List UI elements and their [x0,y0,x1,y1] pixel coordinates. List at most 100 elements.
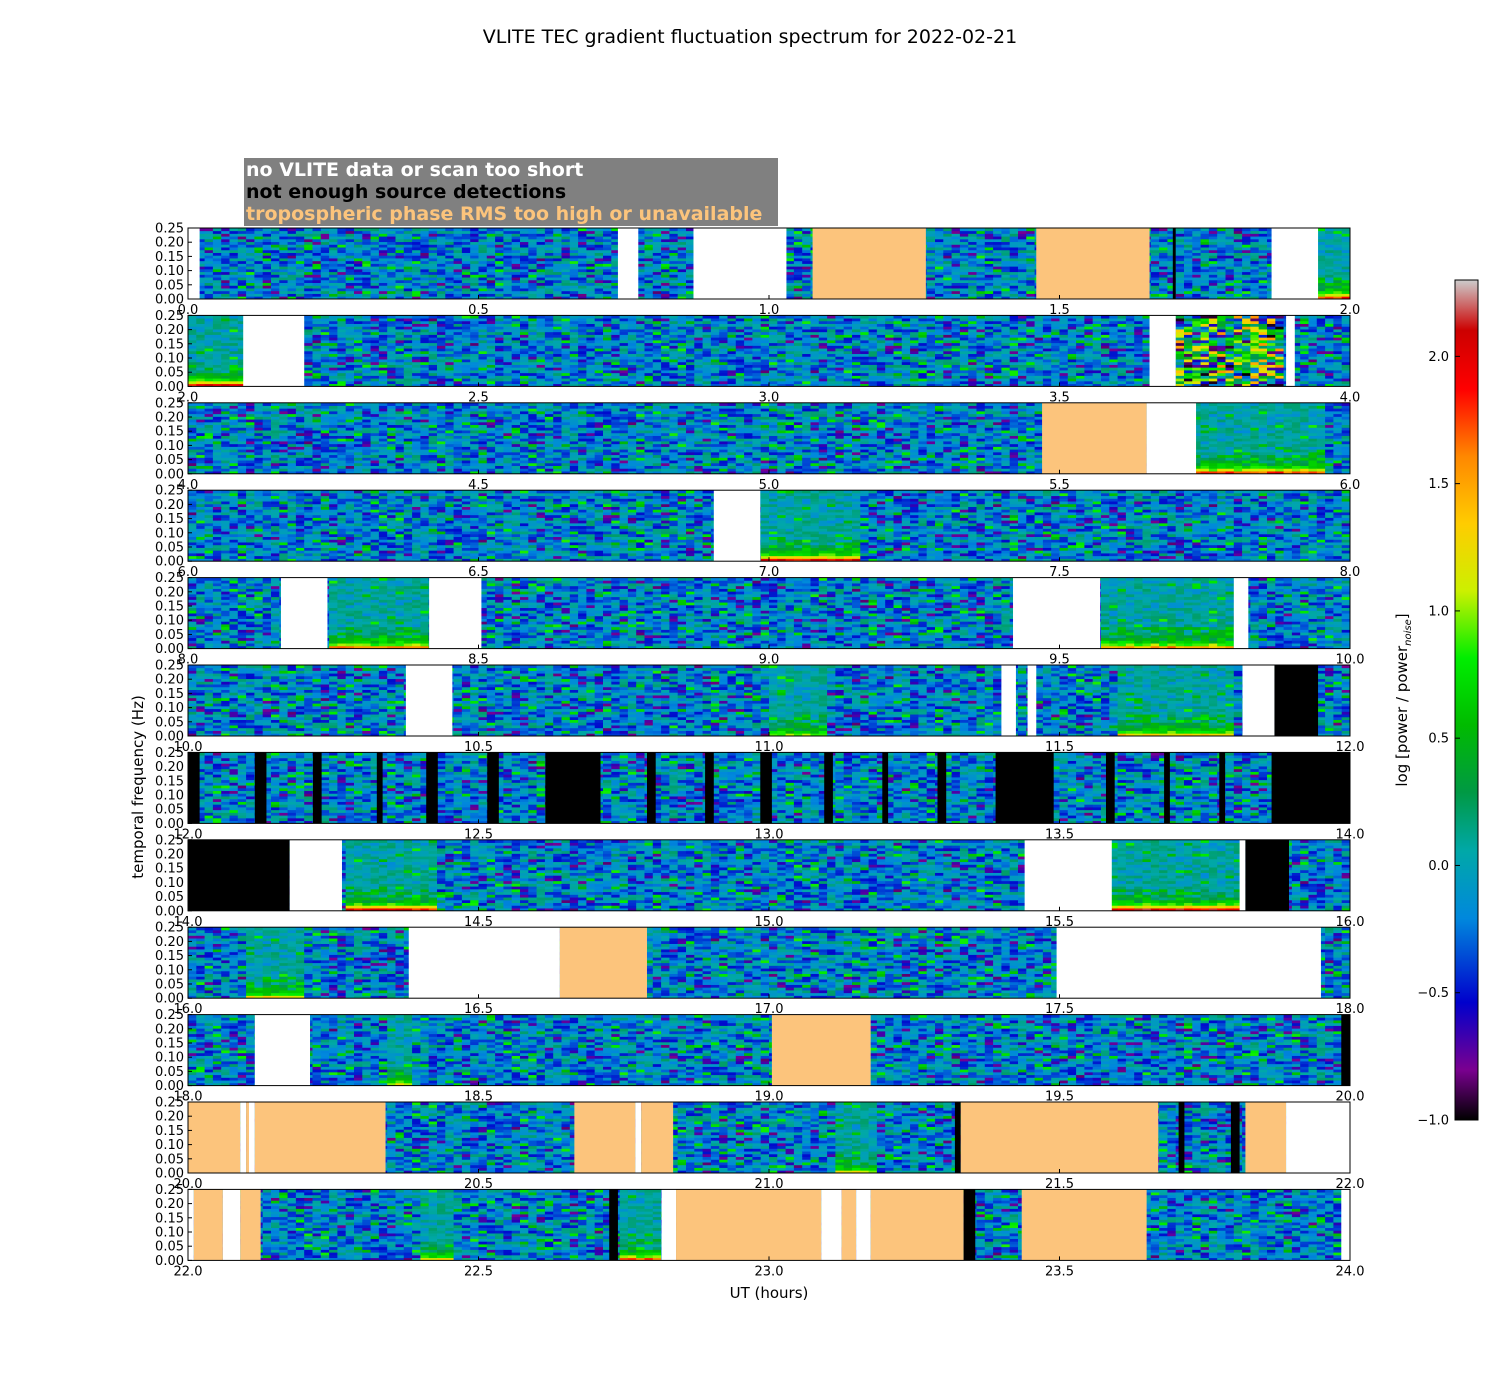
heat-cell [461,288,471,292]
heat-cell [246,255,255,259]
heat-cell [403,345,413,349]
heat-cell [569,228,579,232]
heat-cell [420,334,430,338]
heat-cell [204,285,214,289]
heat-cell [337,356,347,360]
heat-cell [345,356,355,360]
heat-cell [1217,249,1226,253]
heat-cell [503,241,513,245]
heat-cell [271,241,280,245]
heat-cell [1217,238,1226,243]
heat-cell [935,249,944,253]
heat-cell [1192,285,1201,289]
heat-cell [495,285,504,289]
heat-cell [536,383,546,387]
heat-cell [445,274,454,278]
heat-cell [337,323,347,327]
heat-cell [188,361,197,365]
heat-cell [378,288,388,292]
heat-cell [412,372,421,376]
heat-cell [594,266,604,270]
heat-cell [486,339,496,344]
heat-cell [1233,263,1243,267]
heat-cell [320,285,330,289]
heat-cell [437,279,446,284]
heat-cell [569,274,579,278]
heat-cell [586,268,596,273]
heat-cell [237,320,247,324]
heat-cell [229,370,239,374]
heat-cell [1217,293,1226,297]
heat-cell [1018,290,1027,294]
heat-cell [470,228,479,232]
heat-cell [362,277,371,281]
heat-cell [420,288,430,292]
heat-cell [578,348,587,352]
heat-cell [437,380,446,385]
heat-cell [403,367,413,371]
heat-cell [337,277,347,281]
heat-cell [362,329,371,333]
heat-cell [329,359,338,363]
heat-cell [553,359,562,363]
heat-cell [553,288,562,292]
heat-cell [329,271,338,275]
heat-cell [204,372,214,376]
heat-cell [370,228,380,232]
heat-cell [221,334,230,338]
heat-cell [304,339,313,344]
heat-cell [287,238,297,243]
heat-cell [320,323,330,327]
heat-cell [320,252,330,256]
heat-cell [420,236,430,240]
heat-cell [935,274,944,278]
heat-cell [553,323,562,327]
heat-cell [1184,236,1193,240]
heat-cell [951,247,961,251]
heat-cell [295,274,305,278]
heat-cell [503,296,513,299]
heat-cell [793,266,803,270]
heat-cell [1333,230,1343,234]
heat-cell [1217,263,1226,267]
heat-cell [304,337,313,341]
heat-cell [536,293,546,297]
heat-cell [237,238,247,243]
heat-cell [229,359,239,363]
heat-cell [1250,247,1260,251]
heat-cell [1316,271,1326,275]
heat-cell [395,331,405,335]
heat-cell [412,236,421,240]
heat-cell [453,378,463,382]
heat-cell [287,277,297,281]
heat-cell [611,266,620,270]
heat-cell [196,263,205,267]
heat-cell [337,380,347,385]
heat-cell [212,339,222,344]
heat-cell [586,323,596,327]
heat-cell [520,230,529,234]
heat-cell [603,230,612,234]
heat-cell [669,274,679,278]
heat-cell [378,260,388,264]
heat-cell [1167,236,1177,240]
heat-cell [1233,260,1243,264]
heat-cell [544,258,554,262]
heat-cell [387,318,396,322]
heat-cell [503,247,513,251]
heat-cell [212,337,222,341]
heat-cell [511,293,521,297]
heat-cell [204,252,214,256]
heat-cell [594,367,604,371]
heat-cell [935,271,944,275]
heat-cell [412,320,421,324]
heat-cell [586,342,596,346]
heat-cell [304,370,313,374]
heat-cell [420,345,430,349]
heat-cell [536,260,546,264]
heat-cell [528,247,537,251]
heat-cell [312,290,322,294]
heat-cell [1150,228,1160,232]
heat-cell [1026,296,1035,299]
heat-cell [221,247,230,251]
